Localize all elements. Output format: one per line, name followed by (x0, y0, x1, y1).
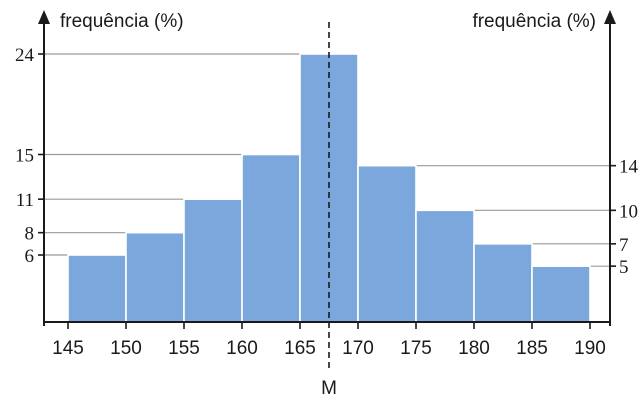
right-y-axis-label: frequência (%) (472, 11, 596, 32)
x-tick-label: 190 (574, 338, 606, 359)
histogram-bar (473, 243, 533, 323)
right-y-tick-label: 5 (619, 257, 629, 278)
left-y-tick-label: 6 (25, 246, 35, 267)
left-y-tick-label: 24 (15, 45, 35, 66)
left-y-axis-label: frequência (%) (60, 11, 184, 32)
left-y-tick-label: 11 (16, 190, 34, 211)
x-tick-label: 180 (458, 338, 490, 359)
right-y-ticks: 57 10 14 (610, 157, 639, 278)
histogram-bar (183, 198, 243, 323)
histogram-bar (415, 209, 475, 323)
left-y-tick-label: 8 (25, 224, 35, 245)
right-y-tick-label: 7 (619, 235, 629, 256)
x-tick-label: 175 (400, 338, 432, 359)
right-y-tick-label: 14 (619, 157, 639, 178)
x-tick-label: 185 (516, 338, 548, 359)
x-tick-label: 155 (168, 338, 200, 359)
histogram-bar (531, 265, 591, 323)
horizontal-gridlines (44, 53, 610, 267)
x-tick-label: 170 (342, 338, 374, 359)
histogram-bar (125, 231, 185, 323)
x-tick-label: 160 (226, 338, 258, 359)
median-label: M (321, 378, 337, 399)
right-y-axis-arrow (604, 10, 616, 24)
histogram-bar (357, 164, 417, 323)
left-y-ticks: 68 11 15 24 (15, 45, 44, 267)
x-tick-label: 165 (284, 338, 316, 359)
histogram-bar (67, 254, 127, 323)
left-y-tick-label: 15 (15, 146, 34, 167)
x-ticks: 145 150 155 160 165 170 175 180 185 190 (52, 322, 606, 359)
right-y-tick-label: 10 (619, 201, 638, 222)
histogram-bars (67, 53, 591, 323)
x-tick-label: 145 (52, 338, 84, 359)
x-tick-label: 150 (110, 338, 142, 359)
histogram-bar (241, 153, 301, 323)
left-y-axis-arrow (38, 10, 50, 24)
